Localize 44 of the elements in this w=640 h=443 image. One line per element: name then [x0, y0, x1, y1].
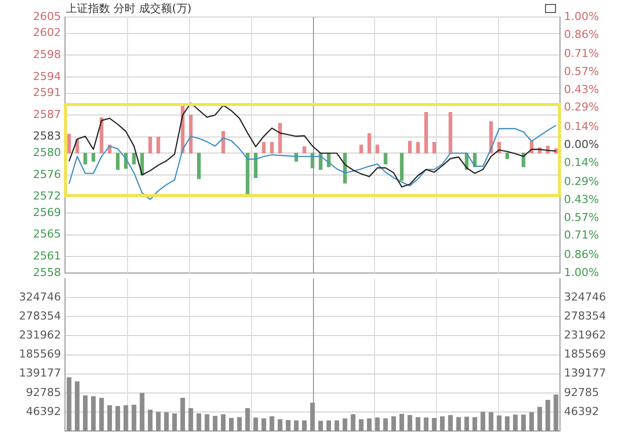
y2-tick-label: 231962	[564, 328, 606, 342]
y2-tick-label: 0.14%	[564, 120, 599, 133]
y2-tick-label: 92785	[564, 386, 599, 399]
y-tick-label: 2583	[33, 130, 61, 143]
y2-tick-label: 0.86%	[564, 28, 599, 41]
y-tick-label: 324746	[19, 290, 61, 304]
y2-tick-label: 278354	[564, 310, 606, 323]
y2-tick-label: 0.43%	[564, 192, 599, 206]
y2-tick-label: 0.29%	[564, 174, 599, 188]
y2-tick-label: 0.71%	[564, 228, 599, 242]
y-tick-label: 278354	[19, 310, 61, 323]
y-tick-label: 2572	[33, 190, 61, 203]
y-tick-label: 2561	[33, 250, 61, 263]
y-tick-label: 2602	[33, 26, 61, 40]
y-tick-label: 2591	[33, 86, 61, 100]
y-tick-label: 2580	[33, 146, 61, 160]
y2-tick-label: 0.86%	[564, 248, 599, 261]
y-tick-label: 2558	[33, 266, 61, 279]
y2-tick-label: 1.00%	[564, 10, 599, 23]
chart-title: 上证指数 分时 成交额(万)	[66, 1, 192, 16]
y-tick-label: 2594	[33, 70, 61, 83]
y-tick-label: 2565	[33, 228, 61, 241]
y-tick-label: 2605	[33, 10, 61, 23]
y-tick-label: 2569	[33, 206, 61, 219]
y-tick-label: 2598	[33, 48, 61, 61]
y2-tick-label: 1.00%	[564, 266, 599, 279]
y-tick-label: 2587	[33, 108, 61, 121]
y2-tick-label: 0.57%	[564, 210, 599, 224]
y-tick-label: 92785	[26, 386, 61, 399]
y2-tick-label: 0.71%	[564, 46, 599, 60]
y-tick-label: 2576	[33, 168, 61, 181]
y-tick-label: 185569	[19, 348, 61, 361]
y2-tick-label: 0.57%	[564, 64, 599, 78]
y2-tick-label: 0.43%	[564, 82, 599, 96]
y-tick-label: 46392	[26, 404, 61, 418]
y2-tick-label: 46392	[564, 404, 599, 418]
y2-tick-label: 0.14%	[564, 156, 599, 169]
y-tick-label: 139177	[19, 366, 61, 380]
y2-tick-label: 185569	[564, 348, 606, 361]
y2-tick-label: 0.29%	[564, 100, 599, 114]
y2-tick-label: 139177	[564, 366, 606, 380]
y-tick-label: 231962	[19, 328, 61, 342]
y2-tick-label: 324746	[564, 290, 606, 304]
y2-tick-label: 0.00%	[564, 138, 599, 151]
